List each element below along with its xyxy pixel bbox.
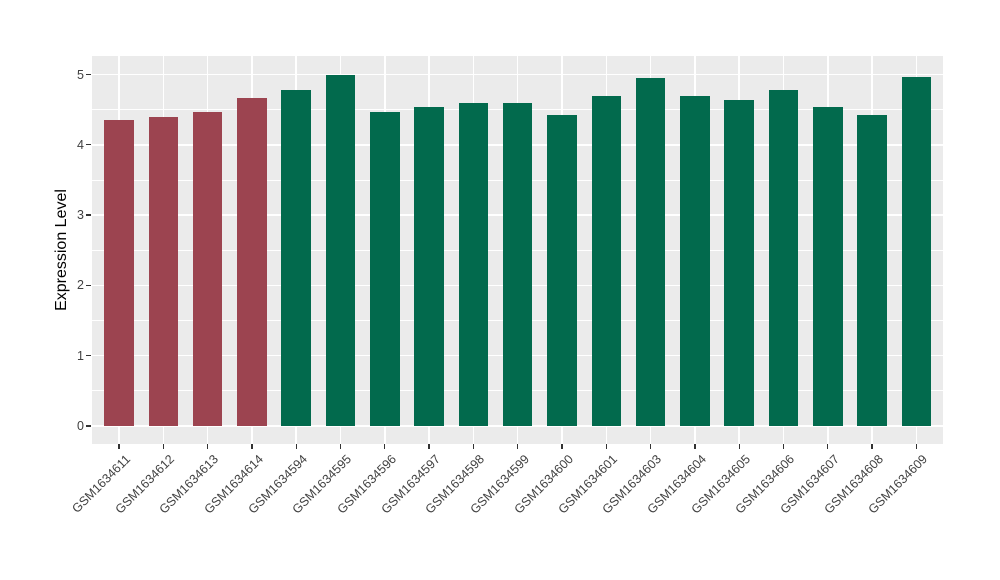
- bar: [458, 102, 489, 426]
- y-axis-tick: [86, 425, 91, 427]
- x-axis-tick: [649, 444, 652, 449]
- x-axis-tick: [694, 444, 696, 449]
- y-axis-tick: [86, 214, 91, 216]
- x-axis-tick: [827, 444, 829, 449]
- x-axis-tick: [472, 444, 475, 449]
- y-axis-tick-label: 0: [77, 419, 84, 433]
- y-axis-tick-label: 1: [77, 348, 84, 363]
- y-axis-tick-label: 4: [77, 137, 84, 152]
- x-axis-tick: [295, 444, 297, 449]
- bar: [502, 103, 533, 426]
- plot-panel: [92, 56, 943, 444]
- bar: [414, 106, 444, 426]
- x-axis-tick: [782, 444, 785, 449]
- x-axis-tick: [118, 444, 120, 449]
- x-axis-tick: [605, 444, 607, 449]
- bar: [192, 111, 223, 426]
- bar: [237, 97, 267, 426]
- y-axis-tick: [86, 73, 91, 76]
- bar: [148, 117, 179, 426]
- y-axis-tick: [86, 355, 91, 357]
- bar: [768, 89, 799, 426]
- bar: [901, 77, 932, 426]
- x-axis-tick: [871, 444, 873, 449]
- x-axis-tick: [251, 444, 253, 449]
- x-axis-tick: [384, 444, 386, 449]
- x-axis-tick: [738, 444, 740, 449]
- bar: [370, 112, 400, 426]
- bar: [724, 99, 754, 426]
- y-axis-tick: [86, 284, 91, 287]
- x-axis-tick: [428, 444, 430, 449]
- bar: [591, 95, 622, 426]
- bar: [325, 74, 356, 426]
- x-axis-tick: [517, 444, 519, 449]
- x-axis-tick: [206, 444, 209, 449]
- x-axis-tick: [339, 444, 342, 449]
- bar: [680, 95, 710, 426]
- bar: [813, 106, 843, 426]
- bar: [281, 89, 311, 426]
- y-axis-tick-label: 2: [77, 278, 84, 293]
- bar: [104, 119, 134, 426]
- x-axis-tick: [162, 444, 164, 449]
- bar: [547, 114, 577, 426]
- y-axis-tick-label: 3: [77, 208, 84, 223]
- bar: [635, 78, 666, 426]
- y-axis-tick-label: 5: [77, 67, 84, 82]
- y-axis-tick: [86, 144, 91, 146]
- x-axis-tick: [561, 444, 563, 449]
- bar: [857, 114, 887, 426]
- x-axis-tick: [915, 444, 918, 449]
